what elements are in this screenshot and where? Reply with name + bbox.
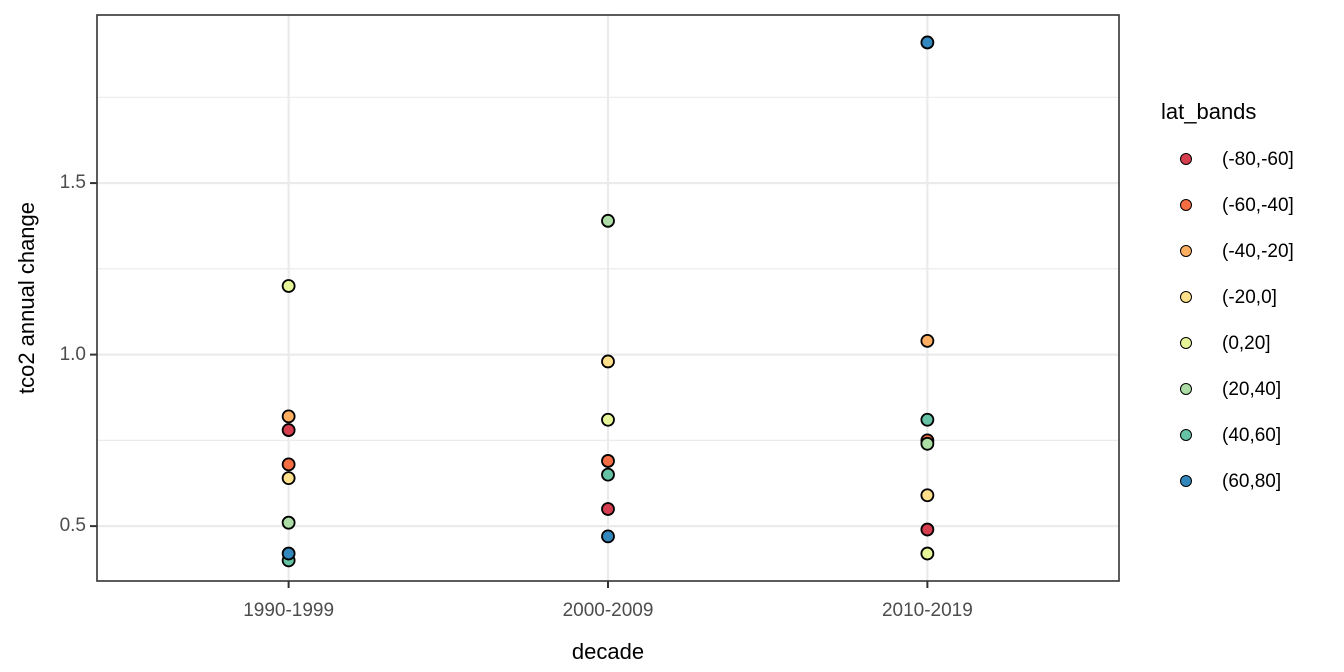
legend-label: (-80,-60] bbox=[1222, 149, 1294, 170]
legend-key-swatch bbox=[1180, 429, 1192, 441]
legend-key-swatch bbox=[1180, 291, 1192, 303]
data-point bbox=[601, 412, 615, 427]
panel-border bbox=[96, 14, 1120, 582]
x-tick-label: 2000-2009 bbox=[562, 600, 654, 621]
y-tick-label: 0.5 bbox=[59, 515, 86, 537]
legend-label: (-20,0] bbox=[1222, 287, 1277, 308]
legend-label: (20,40] bbox=[1222, 379, 1282, 400]
x-tick-label: 1990-1999 bbox=[243, 600, 335, 621]
data-point bbox=[601, 354, 615, 369]
data-point bbox=[920, 436, 935, 451]
legend-key-swatch bbox=[1180, 337, 1192, 349]
legend-label: (40,60] bbox=[1222, 425, 1282, 446]
legend-key-swatch bbox=[1180, 383, 1192, 395]
data-point bbox=[601, 213, 615, 228]
data-point bbox=[281, 471, 296, 485]
data-point bbox=[281, 409, 296, 424]
data-point bbox=[920, 35, 935, 50]
data-point bbox=[920, 412, 935, 427]
legend-key-swatch bbox=[1180, 153, 1192, 165]
data-point bbox=[281, 457, 296, 472]
data-point bbox=[601, 529, 615, 544]
legend-label: (60,80] bbox=[1222, 471, 1282, 492]
legend-key-swatch bbox=[1180, 199, 1192, 211]
data-point bbox=[281, 279, 296, 293]
x-axis-title: decade bbox=[571, 639, 645, 664]
data-point bbox=[920, 546, 935, 561]
y-tick-label: 1.5 bbox=[59, 172, 86, 194]
data-point bbox=[281, 423, 296, 437]
data-point bbox=[601, 467, 615, 482]
y-tick-label: 1.0 bbox=[59, 343, 86, 365]
legend-key-swatch bbox=[1180, 245, 1192, 257]
legend-label: (0,20] bbox=[1222, 333, 1271, 354]
legend-key-swatch bbox=[1180, 475, 1192, 487]
data-point bbox=[601, 502, 615, 516]
data-point bbox=[281, 546, 296, 561]
legend-title: lat_bands bbox=[1161, 99, 1257, 124]
data-point bbox=[281, 515, 296, 530]
data-point bbox=[920, 522, 935, 537]
data-point bbox=[920, 488, 935, 503]
x-tick-label: 2010-2019 bbox=[881, 600, 973, 621]
plot-panel bbox=[90, 14, 1120, 588]
y-axis-title: tco2 annual change bbox=[14, 201, 39, 395]
legend-label: (-60,-40] bbox=[1222, 195, 1294, 216]
data-point bbox=[920, 333, 935, 348]
data-point bbox=[601, 454, 615, 468]
legend-label: (-40,-20] bbox=[1222, 241, 1294, 262]
